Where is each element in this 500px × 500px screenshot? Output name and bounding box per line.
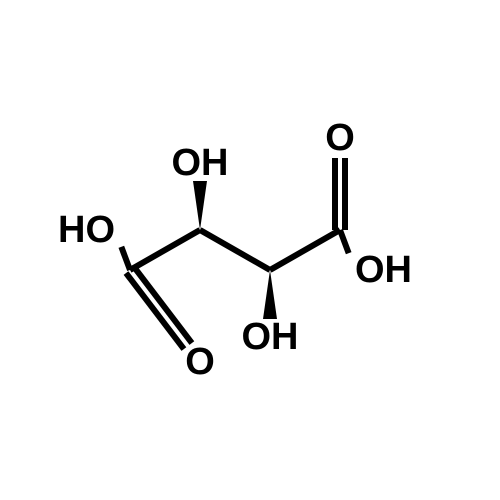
single-bond bbox=[121, 247, 130, 270]
atom-label: OH bbox=[242, 316, 299, 358]
single-bond bbox=[270, 230, 340, 270]
single-bond bbox=[200, 230, 270, 270]
atom-label: O bbox=[185, 341, 215, 383]
wedge-bond bbox=[193, 181, 207, 230]
single-bond bbox=[130, 230, 200, 270]
double-bond bbox=[134, 267, 192, 343]
atom-label: OH bbox=[172, 142, 229, 184]
molecule-diagram: HO OH OH OH O O bbox=[0, 0, 500, 500]
single-bond bbox=[340, 230, 349, 253]
atom-label: HO bbox=[58, 209, 115, 251]
wedge-bond bbox=[263, 270, 277, 319]
atom-label: OH bbox=[355, 249, 412, 291]
double-bond bbox=[126, 273, 184, 349]
atom-label: O bbox=[325, 117, 355, 159]
